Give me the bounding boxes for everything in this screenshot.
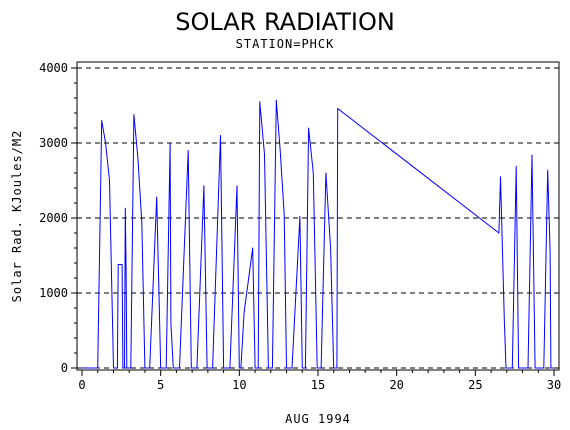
y-axis-label: Solar Rad. KJoules/M2 (10, 130, 24, 303)
x-tick-label: 25 (468, 378, 482, 392)
x-axis-label: AUG 1994 (285, 412, 351, 426)
y-tick-label: 2000 (39, 211, 68, 225)
x-tick-label: 10 (232, 378, 246, 392)
y-tick-label: 1000 (39, 286, 68, 300)
x-tick-label: 0 (78, 378, 85, 392)
y-tick-label: 4000 (39, 61, 68, 75)
plot-frame (76, 61, 560, 371)
axes: 0 1000 2000 3000 4000 0 5 10 15 20 25 30 (39, 61, 561, 392)
y-tick-label: 3000 (39, 136, 68, 150)
series-layer (82, 99, 554, 369)
x-tick-label: 30 (547, 378, 561, 392)
x-tick-label: 20 (389, 378, 403, 392)
chart-title: SOLAR RADIATION (175, 8, 395, 36)
series-line-0 (82, 99, 554, 369)
chart-subtitle: STATION=PHCK (236, 37, 335, 51)
gridlines (77, 67, 559, 369)
x-tick-label: 5 (157, 378, 164, 392)
y-tick-label: 0 (61, 361, 68, 375)
x-tick-label: 15 (311, 378, 325, 392)
